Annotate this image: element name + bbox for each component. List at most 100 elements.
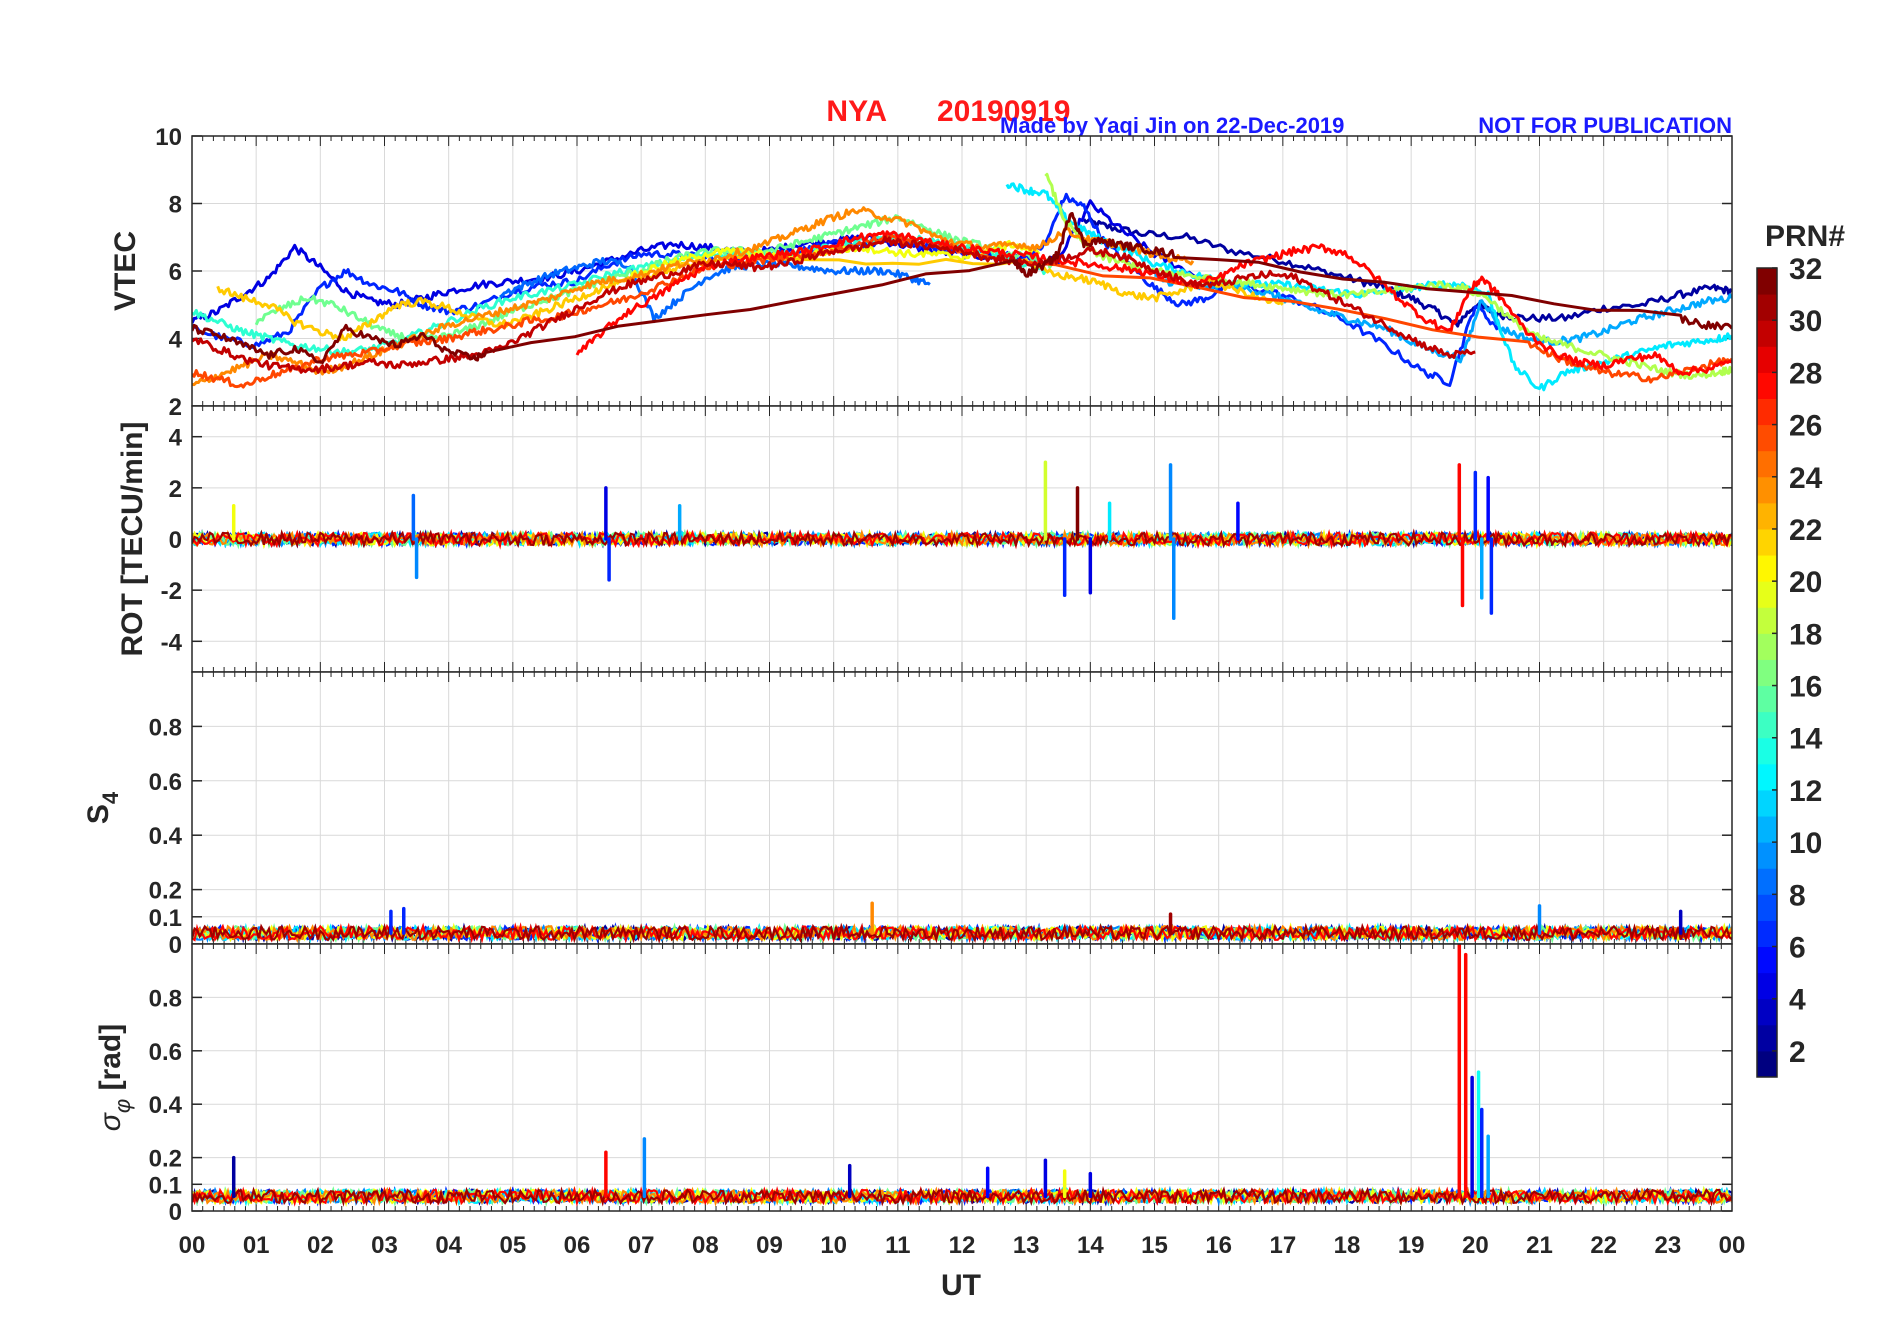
colorbar-tick-label: 26 <box>1789 410 1822 443</box>
colorbar-tick-label: 22 <box>1789 514 1822 547</box>
colorbar-segment <box>1757 372 1777 399</box>
x-tick-label: 00 <box>1719 1232 1746 1259</box>
colorbar-segment <box>1757 294 1777 321</box>
x-tick-label: 16 <box>1205 1232 1232 1259</box>
sigma_phi-noise-prn-31 <box>192 1185 1732 1207</box>
colorbar-segment <box>1757 685 1777 713</box>
colorbar-segment <box>1757 607 1777 634</box>
x-tick-label: 03 <box>371 1232 398 1259</box>
colorbar-segment <box>1757 424 1777 452</box>
colorbar-segment <box>1757 476 1777 504</box>
x-tick-label: 02 <box>307 1232 334 1259</box>
colorbar-tick-label: 16 <box>1789 671 1822 704</box>
colorbar-segment <box>1757 659 1777 687</box>
x-tick-label: 20 <box>1462 1232 1489 1259</box>
vtec-series-prn-32 <box>192 212 1732 365</box>
y-tick-label: 0.1 <box>149 905 182 932</box>
colorbar-segment <box>1757 1024 1777 1052</box>
x-tick-label: 07 <box>628 1232 655 1259</box>
panel-s4: 00.10.2 0.4 0.6 0.8 S4 <box>82 671 1733 959</box>
y-tick-label: 10 <box>155 124 182 151</box>
vtec-series-prn-2 <box>1082 216 1732 328</box>
station-label: NYA <box>826 95 887 128</box>
colorbar-segment <box>1757 763 1777 791</box>
colorbar-segment <box>1757 555 1777 582</box>
colorbar-segment <box>1757 946 1777 974</box>
colorbar-segment <box>1757 789 1777 817</box>
x-tick-label: 18 <box>1334 1232 1361 1259</box>
y-tick-label: 2 <box>169 476 182 503</box>
x-tick-label: 11 <box>885 1232 910 1259</box>
notice-label: NOT FOR PUBLICATION <box>1478 113 1732 138</box>
x-tick-label: 22 <box>1590 1232 1617 1259</box>
y-tick-label: 4 <box>169 425 183 452</box>
y-tick-label: 0 <box>169 1199 182 1226</box>
sigma_phi-noise-prn-24 <box>192 1185 1732 1208</box>
x-tick-label: 13 <box>1013 1232 1040 1259</box>
colorbar-tick-label: 28 <box>1789 357 1822 390</box>
y-tick-label: 0.8 <box>149 714 182 741</box>
x-tick-label: 21 <box>1526 1232 1553 1259</box>
colorbar-frame <box>1756 267 1778 1078</box>
y-tick-label: 0.1 <box>149 1172 182 1199</box>
s4-noise-prn-31 <box>192 922 1732 944</box>
colorbar-segment <box>1757 894 1777 921</box>
colorbar-segment <box>1757 868 1777 895</box>
colorbar-tick-label: 12 <box>1789 775 1822 808</box>
colorbar-segment <box>1757 268 1777 295</box>
colorbar-segment <box>1757 528 1777 556</box>
x-tick-label: 08 <box>692 1232 719 1259</box>
x-tick-label: 23 <box>1654 1232 1681 1259</box>
y-tick-label: 0.4 <box>149 823 183 850</box>
y-axis-title-rot: ROT [TECU/min] <box>116 422 149 657</box>
y-tick-label: 0.8 <box>149 985 182 1012</box>
sigma_phi-noise-prn-28 <box>192 1185 1732 1207</box>
vtec-series-prn-24 <box>192 206 1195 387</box>
y-tick-label: 0 <box>169 932 182 959</box>
panel-sigma_phi: 00.10.2 0.4 0.6 0.8 σφ [rad] <box>94 943 1733 1226</box>
colorbar-segment <box>1757 346 1777 373</box>
colorbar-segment <box>1757 633 1777 660</box>
x-tick-label: 12 <box>949 1232 976 1259</box>
colorbar-segment <box>1757 920 1777 948</box>
colorbar-tick-label: 10 <box>1789 827 1822 860</box>
colorbar-tick-label: 32 <box>1789 253 1822 286</box>
colorbar-segment <box>1757 1050 1777 1078</box>
colorbar-segment <box>1757 737 1777 765</box>
date-label: 20190919 <box>937 95 1070 128</box>
y-tick-label: 0.2 <box>149 878 182 905</box>
credit-label: Made by Yaqi Jin on 22-Dec-2019 <box>1000 113 1344 138</box>
colorbar-segment <box>1757 502 1777 530</box>
colorbar-tick-label: 8 <box>1789 879 1806 912</box>
y-tick-label: 6 <box>169 259 182 286</box>
y-tick-label: 0.2 <box>149 1146 182 1173</box>
rot-noise-prn-31 <box>192 528 1732 550</box>
y-tick-label: 0.6 <box>149 769 182 796</box>
x-tick-label: 14 <box>1077 1232 1104 1259</box>
colorbar-tick-label: 30 <box>1789 305 1822 338</box>
y-tick-label: 0 <box>169 527 182 554</box>
x-tick-label: 10 <box>820 1232 847 1259</box>
y-tick-label: 8 <box>169 192 182 219</box>
y-tick-label: 0.4 <box>149 1092 183 1119</box>
y-tick-label: -4 <box>161 629 183 656</box>
x-tick-label: 17 <box>1269 1232 1296 1259</box>
y-tick-label: 4 <box>169 327 183 354</box>
colorbar-segment <box>1757 581 1777 608</box>
colorbar-segment <box>1757 998 1777 1026</box>
y-tick-label: -2 <box>161 578 182 605</box>
colorbar-segment <box>1757 320 1777 347</box>
colorbar-title: PRN# <box>1765 220 1845 253</box>
y-axis-title-sigma_phi: σφ [rad] <box>94 1024 135 1131</box>
vtec-series-prn-30 <box>192 235 1476 374</box>
x-tick-label: 04 <box>435 1232 462 1259</box>
x-tick-label: 09 <box>756 1232 783 1259</box>
colorbar-segment <box>1757 842 1777 869</box>
s4-noise-prn-24 <box>192 922 1732 944</box>
x-tick-label: 05 <box>499 1232 526 1259</box>
x-axis-title: UT <box>941 1269 981 1302</box>
vtec-series-prn-6 <box>192 192 1503 387</box>
colorbar-segment <box>1757 711 1777 739</box>
